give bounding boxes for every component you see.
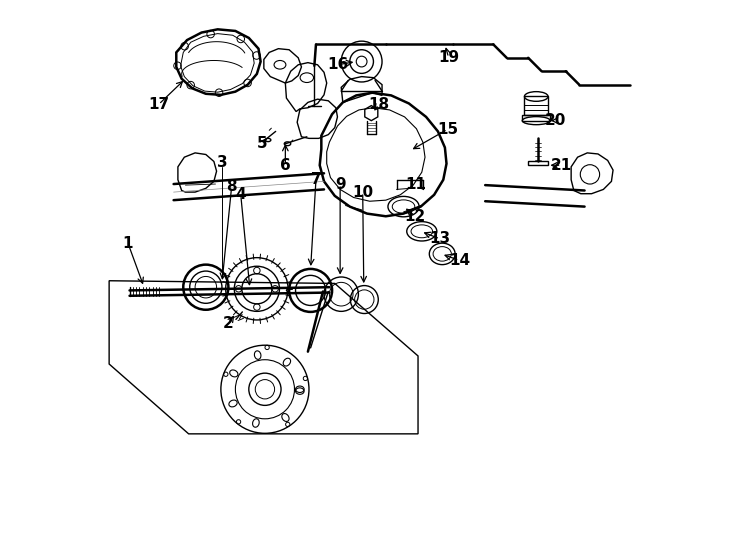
Text: 2: 2 — [223, 316, 233, 331]
Text: 6: 6 — [280, 158, 291, 173]
Text: 21: 21 — [550, 158, 572, 173]
Text: 14: 14 — [448, 253, 470, 268]
Text: 18: 18 — [368, 97, 389, 112]
Text: 1: 1 — [123, 235, 133, 251]
Text: 9: 9 — [335, 177, 346, 192]
Text: 10: 10 — [352, 185, 374, 200]
Text: 11: 11 — [405, 177, 426, 192]
Polygon shape — [320, 93, 446, 217]
Text: 15: 15 — [437, 122, 458, 137]
Text: 20: 20 — [545, 113, 566, 128]
Text: 4: 4 — [236, 187, 246, 202]
Text: 5: 5 — [257, 136, 268, 151]
Text: 3: 3 — [217, 155, 228, 170]
Text: 8: 8 — [226, 179, 237, 194]
Text: 17: 17 — [148, 97, 169, 112]
Text: 13: 13 — [429, 231, 451, 246]
Text: 7: 7 — [310, 172, 321, 187]
Text: 16: 16 — [327, 57, 348, 72]
Text: 19: 19 — [438, 50, 459, 65]
Text: 12: 12 — [404, 209, 426, 224]
